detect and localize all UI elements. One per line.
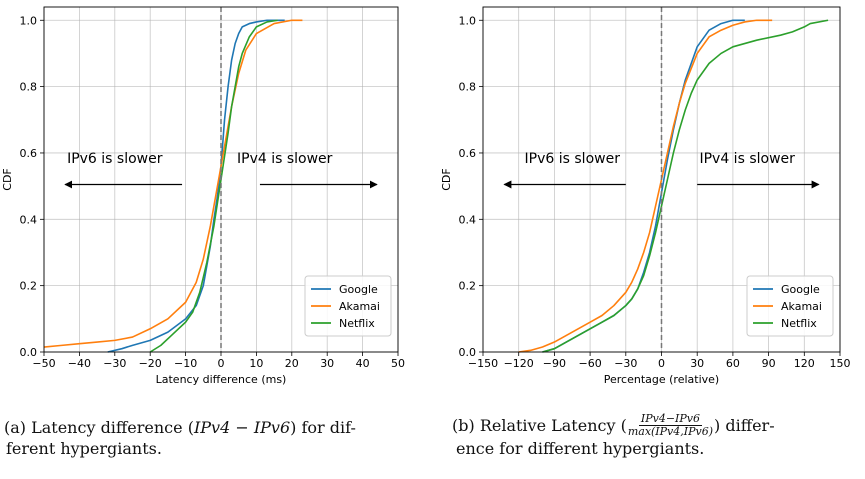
caption-b-fraction: IPv4−IPv6 max(IPv4,IPv6) — [628, 413, 713, 438]
y-tick-label: 0.4 — [20, 213, 38, 226]
y-tick-label: 0.6 — [459, 147, 477, 160]
x-axis-label: Latency difference (ms) — [156, 373, 287, 386]
y-tick-label: 0.0 — [459, 346, 477, 359]
x-tick-label: 30 — [320, 357, 334, 370]
x-tick-label: −30 — [103, 357, 126, 370]
caption-b-line2: ence for different hypergiants. — [456, 439, 705, 458]
chart-b: IPv6 is slower IPv4 is slower−150 −120 −90−… — [440, 6, 851, 386]
caption-a-line1: (a) Latency difference (IPv4 − IPv6) for… — [4, 417, 434, 438]
legend: Google Akamai Netflix — [304, 275, 392, 337]
y-tick-label: 0.8 — [20, 81, 38, 94]
series-line-netflix — [542, 19, 829, 353]
annotation-text: IPv4 is slower — [237, 151, 333, 167]
annotation-text: IPv6 is slower — [67, 151, 163, 167]
series-line-google — [542, 19, 745, 353]
x-tick-label: −90 — [543, 357, 566, 370]
legend-label-akamai: Akamai — [781, 300, 822, 313]
x-tick-label: 60 — [726, 357, 740, 370]
x-tick-label: 10 — [249, 357, 263, 370]
caption-b-suffix: ) differ- — [714, 416, 775, 435]
y-tick-label: 1.0 — [20, 14, 38, 27]
legend-box — [746, 275, 834, 337]
x-tick-label: 150 — [830, 357, 851, 370]
caption-b-denominator: max(IPv4,IPv6) — [627, 425, 714, 438]
x-tick-label: −20 — [139, 357, 162, 370]
caption-a-formula: IPv4 − IPv6 — [193, 418, 291, 437]
y-tick-label: 0.2 — [459, 280, 477, 293]
series-line-akamai — [518, 19, 773, 353]
x-tick-label: 40 — [356, 357, 370, 370]
y-tick-label: 0.0 — [20, 346, 38, 359]
legend-label-google: Google — [339, 283, 378, 296]
x-tick-label: −40 — [68, 357, 91, 370]
caption-a-prefix: (a) Latency difference ( — [4, 418, 194, 437]
caption-a-line2: ferent hypergiants. — [6, 439, 162, 458]
legend-label-netflix: Netflix — [339, 317, 375, 330]
series-line-akamai — [43, 19, 303, 348]
x-tick-label: −150 — [468, 357, 498, 370]
legend-label-netflix: Netflix — [781, 317, 817, 330]
y-axis-label: CDF — [440, 168, 453, 190]
legend-box — [304, 275, 392, 337]
x-tick-label: 30 — [690, 357, 704, 370]
legend: Google Akamai Netflix — [746, 275, 834, 337]
x-tick-label: −30 — [614, 357, 637, 370]
x-tick-label: −60 — [578, 357, 601, 370]
x-axis-label: Percentage (relative) — [604, 373, 719, 386]
caption-b-prefix: (b) Relative Latency ( — [452, 416, 627, 435]
chart-a: IPv6 is slower IPv4 is slower −50 −40 −30 −20… — [1, 6, 405, 386]
caption-b: (b) Relative Latency ( IPv4−IPv6 max(IPv… — [452, 413, 864, 459]
caption-a: (a) Latency difference (IPv4 − IPv6) for… — [4, 417, 434, 459]
series-line-netflix — [149, 19, 278, 353]
caption-b-line1: (b) Relative Latency ( IPv4−IPv6 max(IPv… — [452, 413, 864, 438]
y-axis-label: CDF — [1, 168, 14, 190]
x-tick-label: 120 — [794, 357, 815, 370]
y-tick-label: 0.8 — [459, 81, 477, 94]
annotation-text: IPv6 is slower — [525, 151, 621, 167]
x-tick-label: 0 — [218, 357, 225, 370]
x-tick-label: −10 — [174, 357, 197, 370]
y-tick-label: 0.2 — [20, 280, 38, 293]
y-tick-label: 0.4 — [459, 213, 477, 226]
legend-label-akamai: Akamai — [339, 300, 380, 313]
x-tick-label: 20 — [285, 357, 299, 370]
y-tick-label: 1.0 — [459, 14, 477, 27]
legend-label-google: Google — [781, 283, 820, 296]
x-tick-label: 50 — [391, 357, 405, 370]
x-tick-label: −50 — [32, 357, 55, 370]
x-tick-label: 90 — [762, 357, 776, 370]
caption-b-numerator: IPv4−IPv6 — [638, 412, 702, 426]
annotation-text: IPv4 is slower — [699, 151, 795, 167]
x-tick-label: 0 — [658, 357, 665, 370]
y-tick-label: 0.6 — [20, 147, 38, 160]
caption-a-suffix: ) for dif- — [290, 418, 356, 437]
x-tick-label: −120 — [504, 357, 534, 370]
